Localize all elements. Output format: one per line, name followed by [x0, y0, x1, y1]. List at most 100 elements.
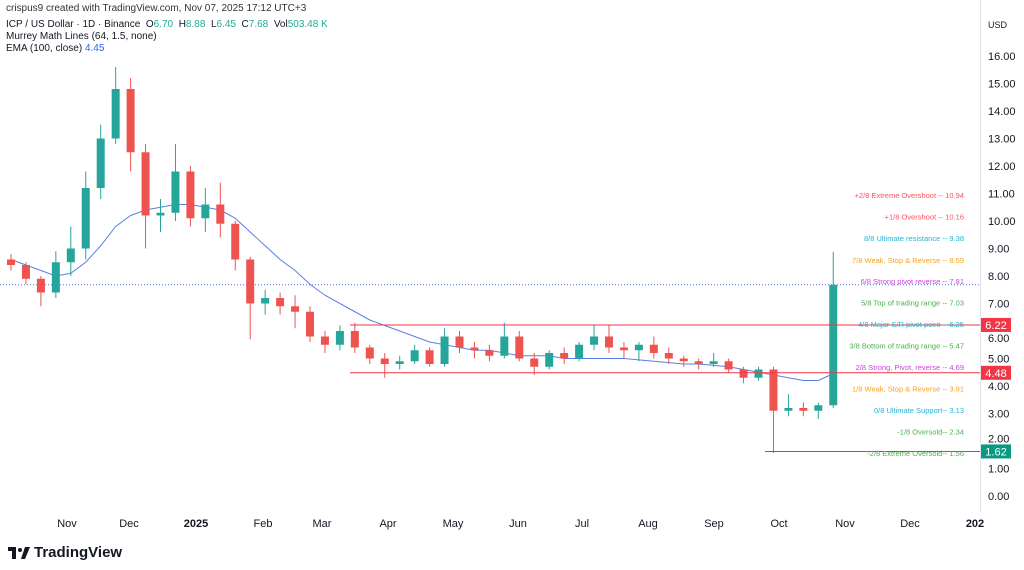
candle-body: [291, 306, 300, 312]
candle-body: [81, 188, 90, 249]
candle-body: [799, 408, 808, 411]
x-tick-label: Jul: [575, 518, 589, 530]
candle-body: [246, 259, 255, 304]
x-tick-label: Dec: [119, 518, 139, 530]
y-tick-label: 5.00: [988, 354, 1009, 366]
candle-body: [485, 350, 494, 356]
candle-body: [679, 358, 688, 362]
high-value: 8.88: [185, 19, 206, 30]
volume-value: 503.48 K: [287, 19, 328, 30]
candle-body: [425, 350, 434, 364]
murrey-level-label: +1/8 Overshoot -- 10.16: [885, 213, 964, 222]
candle-body: [605, 336, 613, 348]
price-label-badge: [981, 444, 1011, 459]
y-tick-label: 7.00: [988, 299, 1009, 311]
candle-body: [769, 369, 778, 411]
candle-body: [126, 89, 135, 153]
price-label-badge: [981, 317, 1011, 332]
ema-indicator-legend[interactable]: EMA (100, close) 4.45: [6, 43, 105, 54]
candle-body: [171, 171, 180, 213]
candle-body: [380, 358, 389, 364]
tradingview-logo-icon: [8, 546, 30, 559]
candle-body: [560, 353, 569, 359]
murrey-level-label: 0/8 Ultimate Support-- 3.13: [874, 406, 964, 415]
x-tick-label: 2025: [184, 518, 208, 530]
price-label-text: 4.48: [985, 368, 1006, 380]
ema-line: [10, 204, 834, 381]
y-tick-label: 16.00: [988, 51, 1016, 63]
candle-body: [156, 212, 165, 216]
candle-body: [814, 405, 823, 411]
y-tick-label: 3.00: [988, 409, 1009, 421]
candle-body: [365, 347, 374, 359]
y-tick-label: 6.00: [988, 333, 1009, 345]
murrey-level-label: 1/8 Weak, Stop & Reverse -- 3.91: [852, 384, 964, 393]
candle-body: [545, 353, 554, 367]
price-label-text: 1.62: [985, 446, 1006, 458]
ema-value: 4.45: [84, 43, 105, 54]
murrey-level-label: 5/8 Top of trading range -- 7.03: [861, 299, 964, 308]
murrey-level-label: 3/8 Bottom of trading range -- 5.47: [849, 342, 964, 351]
candle-body: [36, 278, 45, 293]
y-tick-label: 2.00: [988, 433, 1009, 445]
price-label-badge: [981, 365, 1011, 380]
y-tick-label: 13.00: [988, 134, 1016, 146]
symbol-legend: ICP / US Dollar · 1D · Binance O6.70 H8.…: [6, 19, 328, 30]
symbol-name[interactable]: ICP / US Dollar · 1D · Binance: [6, 19, 141, 30]
candle-body: [590, 336, 599, 345]
y-tick-label: 10.00: [988, 216, 1016, 228]
x-tick-label: Sep: [704, 518, 724, 530]
candle-body: [619, 347, 628, 351]
price-label-text: 6.22: [985, 320, 1006, 332]
low-value: 6.45: [216, 19, 236, 30]
murrey-indicator-legend[interactable]: Murrey Math Lines (64, 1.5, none): [6, 31, 157, 42]
candle-body: [694, 361, 703, 364]
candle-body: [306, 311, 314, 337]
candle-body: [216, 204, 225, 224]
candle-body: [575, 344, 584, 359]
y-tick-label: 0.00: [988, 491, 1009, 503]
candle-body: [186, 171, 195, 219]
candle-body: [276, 298, 285, 307]
candle-body: [739, 369, 748, 378]
y-tick-label: 12.00: [988, 161, 1016, 173]
x-tick-label: Oct: [770, 518, 787, 530]
candle-body: [395, 361, 404, 364]
x-tick-label: May: [443, 518, 464, 530]
murrey-level-label: 6/8 Strong pivot reverse -- 7.81: [861, 277, 964, 286]
candle-body: [455, 336, 464, 348]
candle-body: [350, 331, 359, 348]
candle-body: [829, 284, 838, 406]
candle-body: [7, 259, 15, 265]
price-axis-border: [980, 0, 981, 512]
x-tick-label: Feb: [254, 518, 273, 530]
murrey-level-label: +2/8 Extreme Overshoot -- 10.94: [855, 191, 964, 200]
murrey-level-label: -1/8 Oversold-- 2.34: [897, 428, 964, 437]
y-tick-label: 4.00: [988, 381, 1009, 393]
candle-body: [96, 138, 105, 188]
y-tick-label: 9.00: [988, 244, 1009, 256]
x-tick-label: Nov: [57, 518, 77, 530]
candle-body: [410, 350, 419, 362]
candle-body: [530, 358, 539, 367]
currency-label: USD: [988, 20, 1008, 30]
chart-credit: crispus9 created with TradingView.com, N…: [6, 3, 307, 14]
y-tick-label: 11.00: [988, 189, 1015, 201]
murrey-level-label: 2/8 Strong, Pivot, reverse -- 4.69: [856, 363, 964, 372]
candle-body: [440, 336, 449, 364]
candle-body: [784, 408, 793, 411]
y-tick-label: 15.00: [988, 79, 1016, 91]
candle-body: [515, 336, 524, 359]
candle-body: [724, 361, 733, 370]
y-tick-label: 8.00: [988, 271, 1009, 283]
candle-body: [500, 336, 509, 356]
candle-body: [231, 223, 240, 260]
candle-body: [111, 89, 120, 139]
candle-body: [66, 248, 75, 263]
murrey-level-label: 4/8 Major S/R pivot point -- 6.25: [858, 320, 964, 329]
candle-body: [201, 204, 210, 219]
candle-body: [470, 347, 479, 351]
candle-body: [335, 331, 344, 345]
x-tick-label: Dec: [900, 518, 920, 530]
